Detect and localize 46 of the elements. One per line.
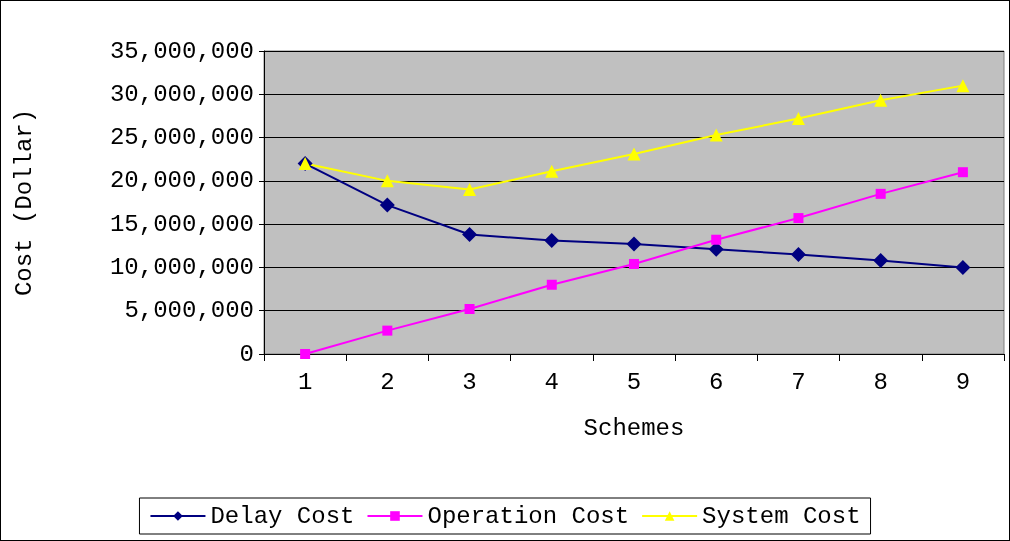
y-tick-label: 30,000,000 <box>109 80 254 108</box>
point <box>544 233 560 249</box>
point <box>629 258 639 269</box>
y-tick-label: 20,000,000 <box>109 167 254 195</box>
x-tick-label: 1 <box>297 368 313 396</box>
x-tick-label: 7 <box>791 368 806 396</box>
y-tick-label: 0 <box>239 340 254 368</box>
point <box>627 147 641 161</box>
x-tick-label: 5 <box>626 368 642 396</box>
x-tick-label: 9 <box>955 368 971 396</box>
y-tick-label: 10,000,000 <box>109 253 254 281</box>
x-tick-label: 6 <box>709 368 724 396</box>
y-tick-label: 5,000,000 <box>124 297 254 325</box>
y-tick-label: 25,000,000 <box>109 124 254 152</box>
x-axis-title: Schemes <box>583 414 685 442</box>
point <box>791 112 805 126</box>
point <box>956 79 970 93</box>
legend-label: Delay Cost <box>210 502 355 530</box>
point <box>546 279 557 290</box>
x-tick-label: 3 <box>462 368 477 396</box>
y-tick-label: 15,000,000 <box>109 210 254 238</box>
point <box>300 349 311 359</box>
point <box>709 128 723 142</box>
point <box>711 234 722 245</box>
legend-label: System Cost <box>702 502 861 530</box>
legend-label: Operation Cost <box>427 502 630 530</box>
point <box>626 236 642 252</box>
point <box>545 164 559 178</box>
point <box>875 188 886 199</box>
point <box>464 303 475 314</box>
point <box>873 253 889 268</box>
point <box>379 197 395 213</box>
point <box>955 259 971 275</box>
x-tick-label: 2 <box>380 368 395 396</box>
point <box>380 174 394 188</box>
x-tick-label: 4 <box>544 368 559 396</box>
y-axis-title: Cost (Dollar) <box>10 108 38 297</box>
point <box>463 183 477 197</box>
y-tick-label: 35,000,000 <box>109 37 254 65</box>
point <box>790 246 806 262</box>
point <box>957 167 968 178</box>
point <box>874 93 888 107</box>
x-tick-label: 8 <box>873 368 888 396</box>
point <box>382 325 393 336</box>
point <box>793 213 804 224</box>
point <box>462 227 478 243</box>
